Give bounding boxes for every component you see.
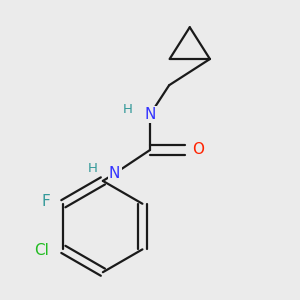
Text: Cl: Cl	[34, 243, 49, 258]
Text: N: N	[144, 107, 156, 122]
Text: H: H	[123, 103, 133, 116]
Text: N: N	[109, 166, 120, 181]
Text: F: F	[42, 194, 51, 209]
Text: H: H	[88, 162, 98, 175]
Text: O: O	[192, 142, 204, 158]
